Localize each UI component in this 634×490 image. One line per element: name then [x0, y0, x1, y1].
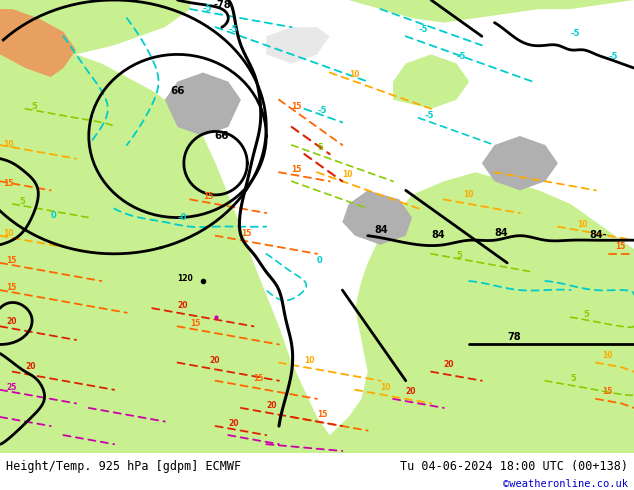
Text: 84: 84	[495, 228, 508, 238]
Text: 15: 15	[241, 229, 251, 238]
Text: -5: -5	[425, 111, 434, 120]
Polygon shape	[266, 27, 330, 63]
Text: 10: 10	[342, 170, 353, 179]
Text: 15: 15	[254, 374, 264, 383]
Text: 20: 20	[25, 363, 36, 371]
Text: 0: 0	[51, 211, 56, 220]
Text: 15: 15	[292, 165, 302, 174]
Text: 10: 10	[577, 220, 588, 229]
Text: 10: 10	[349, 70, 359, 79]
Text: 5: 5	[32, 102, 37, 111]
Text: 66: 66	[171, 86, 184, 96]
Text: 20: 20	[444, 360, 455, 369]
Polygon shape	[165, 73, 241, 136]
Text: -5: -5	[228, 24, 238, 34]
Polygon shape	[482, 136, 558, 190]
Text: 20: 20	[209, 356, 220, 365]
Polygon shape	[393, 54, 469, 109]
Text: 10: 10	[380, 383, 391, 392]
Text: 5: 5	[583, 310, 589, 319]
Polygon shape	[342, 190, 412, 245]
Text: 15: 15	[6, 283, 16, 292]
Text: 10: 10	[3, 229, 14, 238]
Text: 20: 20	[266, 401, 277, 410]
Text: 5: 5	[456, 251, 462, 260]
Text: 10: 10	[602, 351, 613, 360]
Polygon shape	[0, 172, 634, 453]
Polygon shape	[349, 0, 634, 23]
Text: 5: 5	[317, 143, 323, 151]
Text: 5: 5	[571, 374, 576, 383]
Text: -5: -5	[418, 24, 428, 34]
Text: -5: -5	[571, 29, 580, 38]
Text: Tu 04-06-2024 18:00 UTC (00+138): Tu 04-06-2024 18:00 UTC (00+138)	[399, 460, 628, 473]
Text: 10: 10	[304, 356, 315, 365]
Text: 20: 20	[406, 387, 417, 396]
Text: 15: 15	[190, 319, 200, 328]
Text: -0: -0	[178, 213, 187, 222]
Text: 66: 66	[215, 131, 229, 141]
Text: -5: -5	[609, 52, 618, 61]
Text: 10: 10	[3, 140, 14, 149]
Text: 15: 15	[615, 242, 625, 251]
Text: 15: 15	[317, 410, 327, 419]
Text: 15: 15	[602, 387, 612, 396]
Polygon shape	[0, 54, 330, 453]
Text: -78: -78	[213, 0, 231, 9]
Text: 15: 15	[292, 102, 302, 111]
Text: 15: 15	[203, 193, 213, 201]
Text: ©weatheronline.co.uk: ©weatheronline.co.uk	[503, 480, 628, 490]
Text: 84: 84	[374, 225, 387, 235]
Polygon shape	[0, 9, 76, 77]
Text: Height/Temp. 925 hPa [gdpm] ECMWF: Height/Temp. 925 hPa [gdpm] ECMWF	[6, 460, 242, 473]
Text: 15: 15	[3, 179, 13, 188]
Text: 15: 15	[6, 256, 16, 265]
Text: 84: 84	[431, 230, 444, 240]
Text: 20: 20	[178, 301, 188, 310]
Text: 25: 25	[6, 383, 16, 392]
Text: -5: -5	[317, 106, 327, 115]
Polygon shape	[0, 0, 190, 63]
Text: 10: 10	[463, 190, 474, 199]
Text: -5: -5	[456, 52, 466, 61]
Text: 20: 20	[228, 419, 239, 428]
Text: 0: 0	[317, 256, 323, 265]
Text: 84-: 84-	[590, 230, 607, 240]
Text: 78: 78	[507, 332, 521, 342]
Text: 20: 20	[6, 317, 17, 326]
Text: -5: -5	[203, 4, 212, 13]
Text: 120: 120	[178, 274, 193, 283]
Text: 5: 5	[19, 197, 25, 206]
